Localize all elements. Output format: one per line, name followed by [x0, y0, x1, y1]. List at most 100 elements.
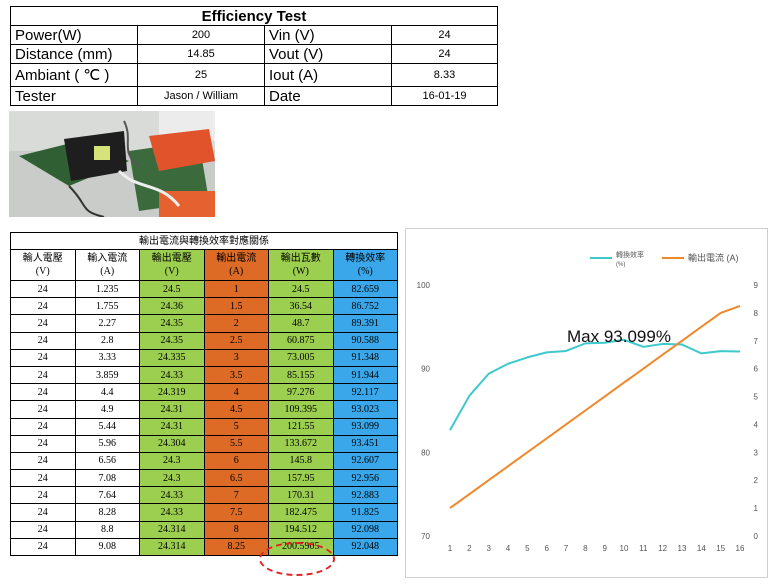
cell-efficiency: 91.944: [332, 365, 398, 385]
header-unit: (W): [292, 266, 309, 277]
cell-output-current: 7: [203, 486, 269, 505]
power-label: Power(W): [10, 25, 138, 45]
cell-output-voltage: 24.33: [139, 365, 205, 385]
cell-input-voltage: 24: [10, 383, 76, 402]
cell-output-watts: 24.5: [268, 279, 334, 299]
cell-output-watts: 109.395: [268, 400, 334, 419]
iout-label: Iout (A): [264, 63, 392, 87]
header-unit: (V): [35, 266, 50, 277]
cell-output-current: 4: [203, 383, 269, 402]
cell-efficiency: 93.099: [332, 417, 398, 436]
table-caption: 輸出電流與轉換效率對應關係: [10, 232, 398, 250]
cell-input-current: 7.08: [74, 469, 140, 488]
cell-input-current: 7.64: [74, 486, 140, 505]
date-value: 16-01-19: [391, 86, 498, 106]
x-tick-label: 12: [658, 544, 667, 553]
cell-output-voltage: 24.3: [139, 469, 205, 488]
test-setup-photo: [9, 111, 215, 217]
cell-input-voltage: 24: [10, 503, 76, 522]
x-tick-label: 3: [486, 544, 491, 553]
vin-value: 24: [391, 25, 498, 45]
cell-output-watts: 194.512: [268, 520, 334, 539]
y-left-tick-label: 100: [417, 281, 431, 290]
cell-input-current: 8.28: [74, 503, 140, 522]
cell-efficiency: 90.588: [332, 331, 398, 350]
cell-output-current: 3: [203, 348, 269, 367]
col-header-output-current: 輸出電流 (A): [203, 249, 269, 281]
table-row: 24 2.8 24.35 2.5 60.875 90.588: [10, 331, 398, 350]
cell-output-current: 1: [203, 279, 269, 299]
cell-output-watts: 36.54: [268, 297, 334, 316]
cell-input-voltage: 24: [10, 451, 76, 471]
cell-output-voltage: 24.33: [139, 503, 205, 522]
cell-output-watts: 73.005: [268, 348, 334, 367]
header-unit: (A): [229, 266, 244, 277]
col-header-input-voltage: 輸人電壓 (V): [10, 249, 76, 281]
col-header-efficiency: 轉換效率 (%): [332, 249, 398, 281]
cell-output-current: 1.5: [203, 297, 269, 316]
cell-efficiency: 91.825: [332, 503, 398, 522]
cell-efficiency: 92.098: [332, 520, 398, 539]
efficiency-test-title: Efficiency Test: [10, 6, 498, 26]
current-efficiency-table: 輸出電流與轉換效率對應關係 輸人電壓 (V) 輸入電流 (A) 輸出電壓 (V) 輸出…: [10, 232, 398, 557]
table-row: 24 1.235 24.5 1 24.5 82.659: [10, 279, 398, 299]
header-line: 輸出電流: [216, 253, 257, 264]
date-label: Date: [264, 86, 392, 106]
ambient-label: Ambiant ( ℃ ): [10, 63, 138, 87]
cell-output-current: 5: [203, 417, 269, 436]
cell-output-watts: 170.31: [268, 486, 334, 505]
table-row: 24 5.44 24.31 5 121.55 93.099: [10, 417, 398, 436]
x-tick-label: 13: [678, 544, 687, 553]
table-row: 24 9.08 24.314 8.25 200.5905 92.048: [10, 537, 398, 557]
cell-output-watts: 48.7: [268, 314, 334, 333]
header-unit: (%): [357, 266, 373, 277]
tester-label: Tester: [10, 86, 138, 106]
cell-output-voltage: 24.5: [139, 279, 205, 299]
cell-input-current: 5.44: [74, 417, 140, 436]
x-tick-label: 7: [564, 544, 569, 553]
cell-efficiency: 92.607: [332, 451, 398, 471]
x-tick-label: 10: [620, 544, 629, 553]
y-left-tick-label: 70: [421, 532, 430, 541]
legend-label-output-current: 輸出電流 (A): [688, 252, 739, 263]
cell-input-current: 1.755: [74, 297, 140, 316]
table-row: 24 5.96 24.304 5.5 133.672 93.451: [10, 434, 398, 453]
x-tick-label: 16: [736, 544, 745, 553]
cell-output-voltage: 24.319: [139, 383, 205, 402]
header-line: 輸出瓦數: [280, 253, 321, 264]
y-right-tick-label: 4: [754, 420, 759, 429]
y-right-tick-label: 0: [754, 532, 759, 541]
cell-input-voltage: 24: [10, 400, 76, 419]
cell-input-current: 4.4: [74, 383, 140, 402]
cell-output-voltage: 24.36: [139, 297, 205, 316]
y-right-tick-label: 7: [754, 337, 759, 346]
x-tick-label: 15: [716, 544, 725, 553]
cell-efficiency: 92.048: [332, 537, 398, 557]
y-right-tick-label: 8: [754, 309, 759, 318]
x-tick-label: 6: [544, 544, 549, 553]
header-unit: (V): [164, 266, 179, 277]
cell-output-watts: 157.95: [268, 469, 334, 488]
vout-label: Vout (V): [264, 44, 392, 64]
cell-input-voltage: 24: [10, 348, 76, 367]
table-row: 24 4.9 24.31 4.5 109.395 93.023: [10, 400, 398, 419]
cell-input-voltage: 24: [10, 469, 76, 488]
y-right-tick-label: 9: [754, 281, 759, 290]
x-tick-label: 2: [467, 544, 472, 553]
y-right-tick-label: 2: [754, 476, 759, 485]
cell-output-watts: 97.276: [268, 383, 334, 402]
table-row: 24 6.56 24.3 6 145.8 92.607: [10, 451, 398, 471]
cell-efficiency: 86.752: [332, 297, 398, 316]
header-line: 輸出電壓: [151, 253, 192, 264]
table-row: 24 1.755 24.36 1.5 36.54 86.752: [10, 297, 398, 316]
vin-label: Vin (V): [264, 25, 392, 45]
cell-output-voltage: 24.314: [139, 537, 205, 557]
table-row: 24 8.8 24.314 8 194.512 92.098: [10, 520, 398, 539]
ambient-value: 25: [137, 63, 265, 87]
cell-efficiency: 93.451: [332, 434, 398, 453]
cell-output-voltage: 24.3: [139, 451, 205, 471]
y-right-tick-label: 3: [754, 448, 759, 457]
cell-output-watts: 60.875: [268, 331, 334, 350]
cell-input-current: 2.8: [74, 331, 140, 350]
